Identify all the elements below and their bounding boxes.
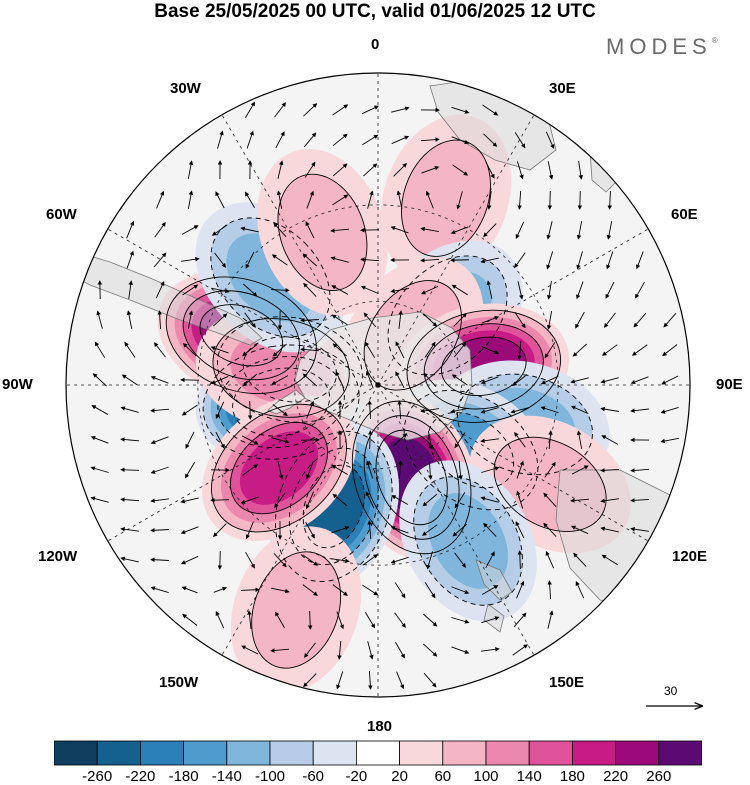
lon-label-150e: 150E <box>549 674 584 691</box>
reference-vector-label: 30 <box>664 684 677 698</box>
colorbar-swatch <box>486 741 529 765</box>
colorbar-swatch <box>184 741 227 765</box>
colorbar-swatch <box>97 741 140 765</box>
colorbar-tick-label: -20 <box>346 768 368 785</box>
colorbar-tick-label: -140 <box>212 768 242 785</box>
lon-label-30e: 30E <box>549 80 576 97</box>
wind-arrow <box>301 440 319 441</box>
lon-label-90w: 90W <box>2 376 33 393</box>
lon-label-60w: 60W <box>46 206 77 223</box>
lon-label-180: 180 <box>367 718 392 735</box>
colorbar-swatch <box>140 741 183 765</box>
colorbar-tick-label: 100 <box>473 768 498 785</box>
south-pole-marker <box>376 383 381 388</box>
colorbar-swatch <box>443 741 486 765</box>
colorbar-tick-label: -180 <box>169 768 199 785</box>
colorbar-swatch <box>54 741 97 765</box>
wind-arrow <box>580 191 581 209</box>
colorbar-tick-label: -220 <box>125 768 155 785</box>
colorbar-swatch <box>227 741 270 765</box>
lon-label-0: 0 <box>371 36 379 53</box>
wind-arrow <box>211 500 229 501</box>
colorbar-swatch <box>270 741 313 765</box>
wind-arrow <box>550 191 551 209</box>
colorbar-tick-label: 180 <box>560 768 585 785</box>
colorbar-tick-label: -260 <box>82 768 112 785</box>
lon-label-30w: 30W <box>170 80 201 97</box>
lon-label-60e: 60E <box>671 206 698 223</box>
colorbar-swatch <box>659 741 702 765</box>
lon-label-120e: 120E <box>672 548 707 565</box>
colorbar-swatch <box>572 741 615 765</box>
lon-label-90e: 90E <box>716 376 743 393</box>
colorbar-tick-label: 220 <box>603 768 628 785</box>
colorbar-swatch <box>313 741 356 765</box>
colorbar-tick-label: -60 <box>302 768 324 785</box>
lon-label-120w: 120W <box>38 548 77 565</box>
colorbar-tick-label: 260 <box>646 768 671 785</box>
colorbar-tick-label: 20 <box>391 768 408 785</box>
colorbar-tick-label: 60 <box>434 768 451 785</box>
wind-arrow <box>250 401 251 419</box>
lon-label-150w: 150W <box>159 674 198 691</box>
colorbar <box>54 740 702 766</box>
colorbar-tick-label: -100 <box>255 768 285 785</box>
colorbar-tick-label: 140 <box>517 768 542 785</box>
colorbar-swatch <box>616 741 659 765</box>
colorbar-swatch <box>400 741 443 765</box>
colorbar-swatch <box>356 741 399 765</box>
colorbar-swatch <box>529 741 572 765</box>
